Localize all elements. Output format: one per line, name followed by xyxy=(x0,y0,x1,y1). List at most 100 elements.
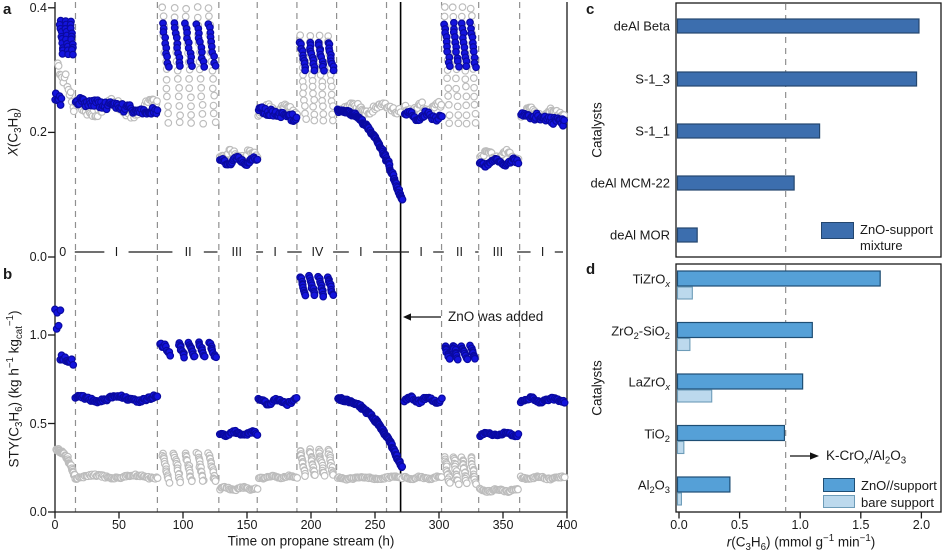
gray-data-point xyxy=(440,3,449,11)
rate-axis-tick-label: 0.0 xyxy=(670,518,688,532)
time-axis-tick-label: 250 xyxy=(364,518,386,532)
gray-data-point xyxy=(158,3,167,12)
panel-a-y-axis-label: X(C3H8) xyxy=(5,107,25,157)
gray-data-point xyxy=(162,84,171,93)
gray-data-point xyxy=(311,471,319,479)
blue-data-point xyxy=(560,116,568,125)
panel-c-category-label: deAl MCM-22 xyxy=(590,175,670,191)
blue-data-point xyxy=(398,195,407,204)
phase-label: I xyxy=(540,245,545,259)
panel-d-frame xyxy=(675,263,942,513)
gray-data-point xyxy=(514,485,522,494)
blue-data-point xyxy=(301,66,309,75)
gray-data-point xyxy=(253,485,262,493)
blue-data-point xyxy=(165,63,173,71)
gray-data-point xyxy=(187,111,195,119)
gray-data-point xyxy=(198,477,207,485)
panel-d-category-label: TiZrOx xyxy=(632,271,670,290)
panel-d-category-label: Al2O3 xyxy=(637,477,670,496)
blue-data-point xyxy=(319,292,328,301)
gray-data-point xyxy=(315,31,324,40)
gray-data-point xyxy=(301,102,309,110)
gray-data-point xyxy=(164,102,172,111)
panel-b-y-axis-label: STY(C3H6) (kg h−1 kgcat−1) xyxy=(5,310,26,468)
blue-data-point xyxy=(398,462,407,471)
bar-c-2 xyxy=(676,123,821,139)
gray-data-point xyxy=(197,83,206,92)
blue-data-point xyxy=(445,355,454,363)
blue-data-point xyxy=(320,66,328,75)
gray-data-point xyxy=(187,477,196,486)
panel-b-y-tick-label: 0.5 xyxy=(29,416,47,431)
panel-a-y-tick-label: 0.0 xyxy=(29,250,47,264)
gray-data-point xyxy=(462,82,470,91)
blue-data-point xyxy=(560,398,569,407)
panel-d-category-label: ZrO2-SiO2 xyxy=(611,323,670,341)
bar-d-zno-3 xyxy=(676,424,786,442)
gray-data-point xyxy=(329,116,337,125)
gray-data-point xyxy=(462,101,471,110)
gray-data-point xyxy=(327,90,336,99)
blue-data-point xyxy=(200,352,209,361)
gray-data-point xyxy=(308,82,317,91)
blue-data-point xyxy=(69,50,77,59)
panel-b-y-tick-label: 0.0 xyxy=(29,505,47,519)
gray-data-point xyxy=(299,89,307,98)
blue-data-point xyxy=(310,66,319,75)
gray-data-point xyxy=(199,119,208,128)
gray-data-point xyxy=(445,119,454,128)
gray-data-point xyxy=(319,102,327,111)
gray-data-point xyxy=(462,479,471,488)
blue-data-point xyxy=(514,159,523,168)
gray-data-point xyxy=(470,83,478,92)
gray-data-point xyxy=(466,4,475,13)
blue-data-point xyxy=(466,18,474,27)
gray-data-point xyxy=(204,4,213,12)
panel-b-y-tick-label: 1.0 xyxy=(29,328,47,342)
gray-data-point xyxy=(318,82,327,91)
gray-data-point xyxy=(293,474,302,482)
gray-data-point xyxy=(309,102,317,111)
gray-data-point xyxy=(210,91,219,100)
gray-data-point xyxy=(153,97,161,105)
bar-d-bare-2 xyxy=(676,389,713,403)
blue-data-point xyxy=(453,355,462,364)
phase-label: I xyxy=(114,245,119,259)
kcrox-arrow-head xyxy=(810,452,819,460)
time-axis-tick-label: 350 xyxy=(492,518,514,532)
panel-d-category-label: TiO2 xyxy=(644,426,670,444)
gray-data-point xyxy=(164,119,173,127)
bar-d-zno-0 xyxy=(676,270,881,287)
blue-data-point xyxy=(210,52,218,61)
blue-data-point xyxy=(450,18,458,27)
blue-data-point xyxy=(190,352,199,361)
legend-panel-d-zno-support: ZnO//support xyxy=(823,478,937,494)
blue-data-point xyxy=(200,63,209,71)
blue-data-point xyxy=(301,291,310,300)
panel-label-d: d xyxy=(586,261,596,278)
phase-label: III xyxy=(492,245,504,259)
gray-data-point xyxy=(301,472,309,480)
phase-label: IV xyxy=(311,245,324,259)
gray-data-point xyxy=(165,479,174,487)
phase-label: III xyxy=(231,245,242,259)
blue-data-point xyxy=(514,430,523,438)
time-axis-tick-label: 150 xyxy=(236,518,258,532)
gray-data-point xyxy=(452,74,460,83)
blue-data-point xyxy=(211,62,220,70)
gray-data-point xyxy=(310,96,319,104)
bare-support-swatch xyxy=(823,495,855,508)
gray-data-point xyxy=(453,102,462,111)
rate-axis-tick-label: 0.5 xyxy=(730,518,749,532)
zno-added-arrow-head xyxy=(403,313,411,321)
blue-data-point xyxy=(472,63,480,72)
gray-data-point xyxy=(174,92,183,101)
gray-data-point xyxy=(187,102,195,111)
bar-d-bare-0 xyxy=(676,286,693,300)
panel-c-category-label: S-1_1 xyxy=(635,123,670,139)
blue-data-point xyxy=(438,394,446,403)
bar-c-1 xyxy=(676,71,918,87)
blue-data-point xyxy=(166,351,175,360)
blue-data-point xyxy=(452,48,460,56)
zno-added-annotation: ZnO was added xyxy=(448,309,544,324)
